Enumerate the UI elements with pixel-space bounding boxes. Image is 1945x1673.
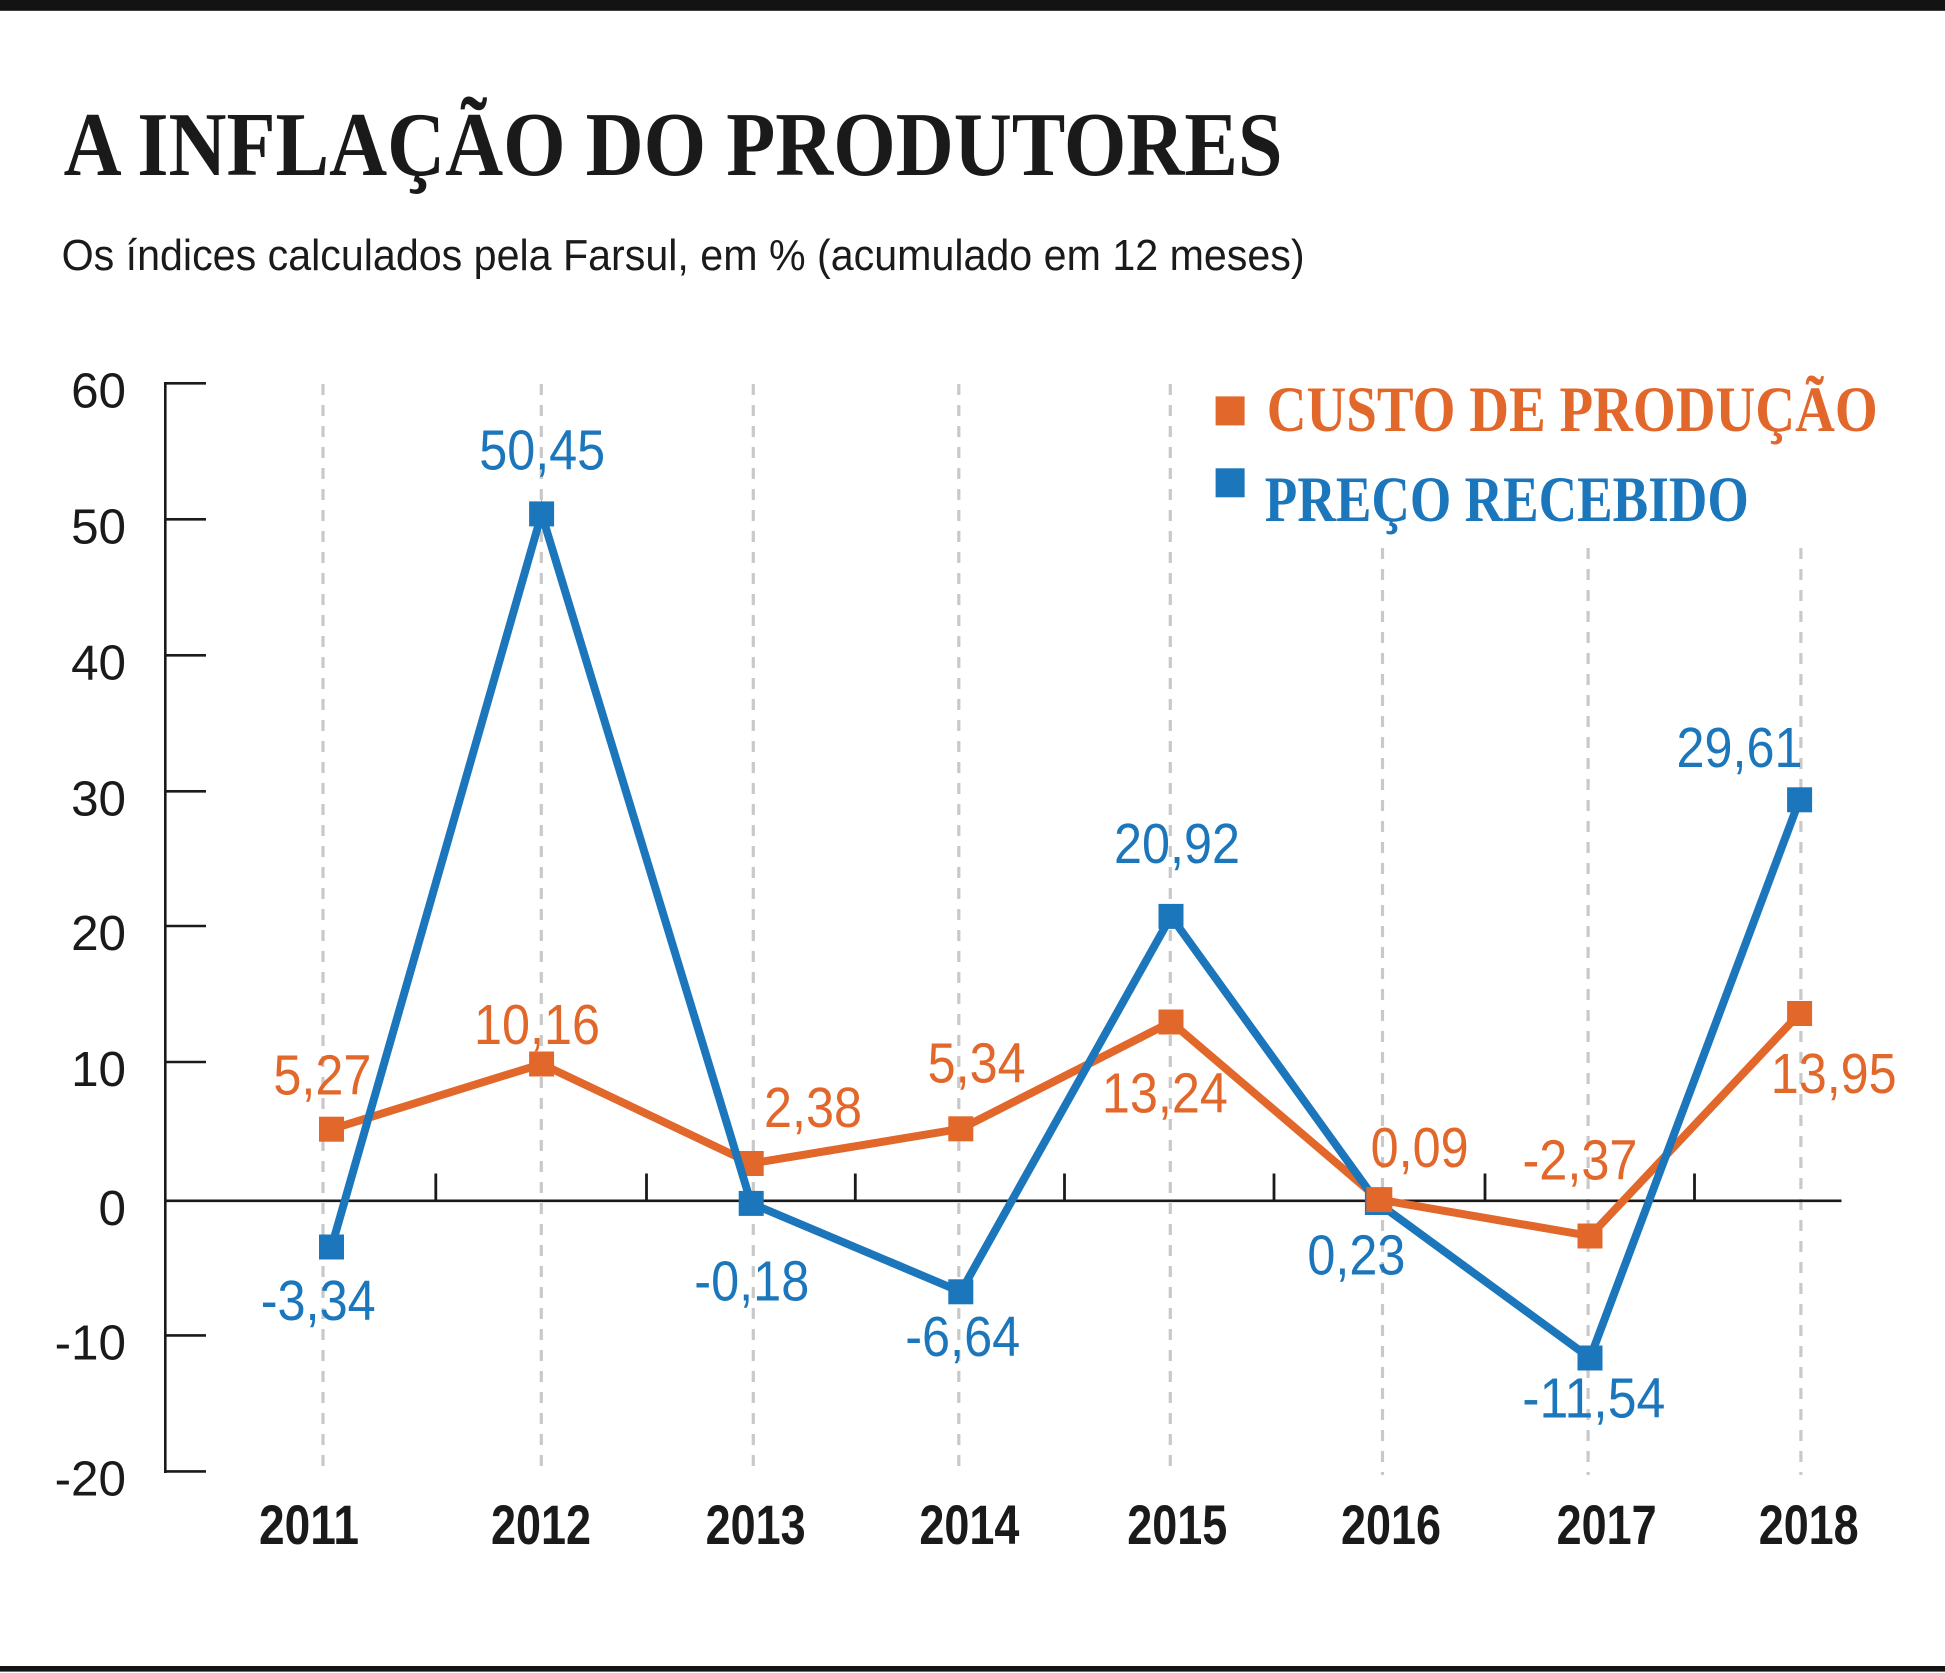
svg-text:CUSTO DE PRODUÇÃO: CUSTO DE PRODUÇÃO <box>1267 374 1878 446</box>
svg-text:-11,54: -11,54 <box>1522 1368 1665 1431</box>
svg-text:5,27: 5,27 <box>273 1044 371 1107</box>
svg-text:2012: 2012 <box>491 1494 591 1556</box>
svg-text:2016: 2016 <box>1341 1494 1441 1556</box>
svg-text:-3,34: -3,34 <box>261 1270 376 1333</box>
svg-text:2015: 2015 <box>1127 1494 1227 1556</box>
svg-text:2018: 2018 <box>1759 1494 1859 1556</box>
svg-text:-6,64: -6,64 <box>905 1306 1020 1369</box>
svg-text:Os índices calculados pela Far: Os índices calculados pela Farsul, em % … <box>62 232 1305 280</box>
svg-text:-2,37: -2,37 <box>1523 1130 1638 1193</box>
svg-text:40: 40 <box>71 635 126 690</box>
svg-text:2013: 2013 <box>706 1494 806 1556</box>
svg-text:-10: -10 <box>55 1315 126 1370</box>
svg-text:0: 0 <box>99 1181 126 1236</box>
svg-text:PREÇO RECEBIDO: PREÇO RECEBIDO <box>1265 464 1749 536</box>
svg-text:-0,18: -0,18 <box>694 1250 809 1313</box>
svg-text:20,92: 20,92 <box>1114 813 1240 876</box>
svg-text:2,38: 2,38 <box>764 1077 862 1140</box>
svg-text:10: 10 <box>71 1042 126 1097</box>
svg-text:2017: 2017 <box>1557 1494 1657 1556</box>
svg-text:60: 60 <box>71 363 126 418</box>
svg-text:2014: 2014 <box>919 1494 1019 1556</box>
svg-text:50: 50 <box>71 499 126 554</box>
svg-text:50,45: 50,45 <box>479 419 605 482</box>
svg-text:0,09: 0,09 <box>1371 1117 1469 1180</box>
svg-text:13,95: 13,95 <box>1771 1043 1897 1106</box>
svg-text:29,61: 29,61 <box>1677 717 1803 780</box>
svg-text:30: 30 <box>71 771 126 826</box>
svg-text:A INFLAÇÃO DO PRODUTORES: A INFLAÇÃO DO PRODUTORES <box>64 93 1283 195</box>
svg-text:2011: 2011 <box>259 1494 359 1556</box>
svg-text:20: 20 <box>71 906 126 961</box>
svg-text:0,23: 0,23 <box>1307 1224 1405 1287</box>
svg-text:-20: -20 <box>55 1451 126 1506</box>
svg-text:5,34: 5,34 <box>928 1033 1026 1096</box>
svg-text:10,16: 10,16 <box>474 994 600 1057</box>
svg-text:13,24: 13,24 <box>1102 1062 1228 1125</box>
